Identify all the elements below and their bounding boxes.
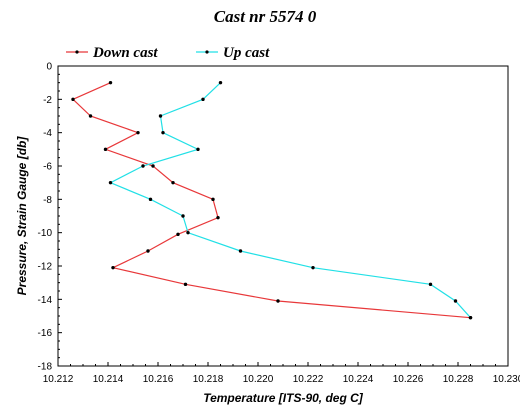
x-tick-label: 10.226 [393, 374, 424, 385]
y-tick-label: -2 [43, 95, 52, 106]
y-tick-label: -18 [38, 362, 53, 373]
data-point-up-cast [196, 147, 200, 152]
data-point-up-cast [161, 130, 165, 135]
data-point-down-cast [71, 97, 75, 102]
y-axis: 0 -2 -4 -6 -8 -10 -12 -14 -16 -18 [38, 62, 62, 373]
legend-label-down-cast: Down cast [92, 45, 158, 61]
data-point-down-cast [103, 147, 108, 152]
data-point-up-cast [108, 180, 113, 185]
x-axis: 10.212 10.214 10.216 10.218 10.220 10.222 10.2… [43, 362, 520, 385]
data-point-up-cast [468, 315, 473, 320]
series-line-down-cast [71, 82, 471, 319]
data-point-down-cast [111, 265, 115, 270]
data-point-up-cast [186, 230, 190, 235]
x-tick-label: 10.216 [143, 374, 174, 385]
plot-frame [57, 65, 509, 367]
legend-label-up-cast: Up cast [223, 45, 270, 61]
legend-marker-up-cast [205, 50, 209, 54]
x-tick-label: 10.228 [443, 374, 474, 385]
series-line-up-cast [109, 82, 471, 319]
data-point-up-cast [453, 299, 458, 303]
data-point-down-cast [211, 197, 215, 202]
x-tick-label: 10.230 [493, 374, 520, 385]
data-point-down-cast [216, 215, 220, 220]
data-point-down-cast [171, 180, 175, 185]
y-tick-label: -6 [43, 162, 52, 173]
y-axis-title: Pressure, Strain Gauge [db] [15, 136, 29, 296]
y-tick-label: -16 [38, 328, 53, 339]
data-point-up-cast [201, 97, 205, 102]
data-point-up-cast [141, 164, 145, 168]
data-point-down-cast [176, 232, 180, 237]
data-point-down-cast [136, 130, 140, 135]
y-tick-label: -12 [38, 262, 53, 273]
y-tick-label: -14 [38, 295, 53, 306]
x-tick-label: 10.222 [293, 374, 324, 385]
data-point-up-cast [218, 80, 223, 85]
x-tick-label: 10.218 [193, 374, 224, 385]
y-tick-label: -10 [38, 228, 53, 239]
x-tick-label: 10.212 [43, 374, 74, 385]
data-point-up-cast [181, 214, 185, 218]
data-point-down-cast [151, 164, 155, 168]
x-tick-label: 10.220 [243, 374, 274, 385]
x-tick-label: 10.224 [343, 374, 374, 385]
data-point-up-cast [148, 197, 153, 202]
data-point-up-cast [238, 249, 243, 253]
data-point-down-cast [276, 299, 280, 303]
data-point-down-cast [108, 80, 113, 85]
y-tick-label: 0 [46, 62, 52, 73]
legend-marker-down-cast [75, 50, 79, 54]
x-tick-label: 10.214 [93, 374, 124, 385]
data-point-up-cast [428, 282, 433, 287]
chart-title: Cast nr 5574 0 [214, 7, 317, 26]
data-point-down-cast [183, 282, 188, 287]
x-axis-title: Temperature [ITS-90, deg C] [203, 391, 364, 405]
legend: Down cast Up cast [66, 45, 270, 61]
data-point-down-cast [88, 114, 93, 118]
data-point-down-cast [146, 249, 150, 253]
data-point-up-cast [158, 114, 163, 118]
data-point-up-cast [311, 265, 315, 270]
y-tick-label: -8 [43, 195, 52, 206]
series-layer [71, 80, 473, 320]
y-tick-label: -4 [43, 128, 52, 139]
